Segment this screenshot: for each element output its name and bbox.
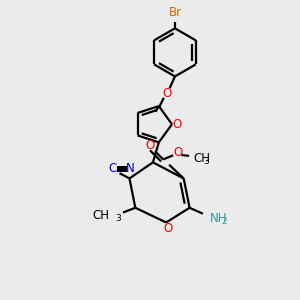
Text: 3: 3	[204, 157, 209, 166]
Text: NH: NH	[210, 212, 228, 225]
Text: O: O	[172, 118, 182, 131]
Text: 3: 3	[115, 214, 121, 224]
Text: 2: 2	[221, 218, 226, 226]
Text: O: O	[174, 146, 183, 160]
Text: O: O	[145, 139, 154, 152]
Text: C: C	[109, 162, 117, 175]
Text: O: O	[163, 222, 172, 235]
Text: CH: CH	[93, 209, 110, 223]
Text: O: O	[162, 87, 171, 100]
Text: CH: CH	[194, 152, 210, 165]
Text: N: N	[126, 162, 135, 175]
Text: Br: Br	[169, 6, 182, 19]
